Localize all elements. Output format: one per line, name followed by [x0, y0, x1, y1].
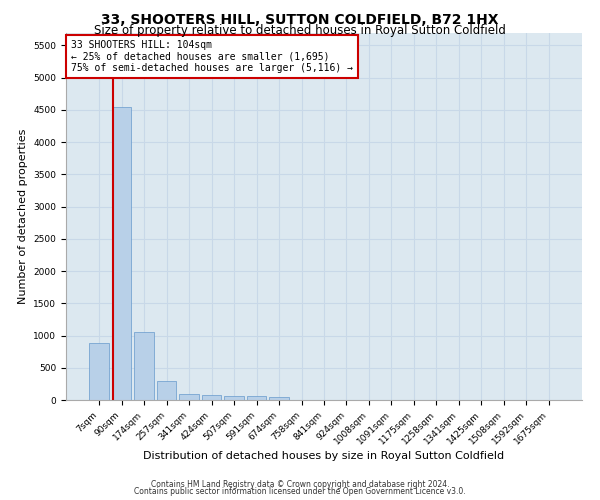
Text: 33, SHOOTERS HILL, SUTTON COLDFIELD, B72 1HX: 33, SHOOTERS HILL, SUTTON COLDFIELD, B72…	[101, 12, 499, 26]
Text: Size of property relative to detached houses in Royal Sutton Coldfield: Size of property relative to detached ho…	[94, 24, 506, 37]
Text: Contains HM Land Registry data © Crown copyright and database right 2024.: Contains HM Land Registry data © Crown c…	[151, 480, 449, 489]
Text: Contains public sector information licensed under the Open Government Licence v3: Contains public sector information licen…	[134, 487, 466, 496]
Bar	[269, 397, 289, 400]
Y-axis label: Number of detached properties: Number of detached properties	[18, 128, 28, 304]
Bar	[224, 396, 244, 400]
Bar	[179, 394, 199, 400]
Bar	[157, 380, 176, 400]
X-axis label: Distribution of detached houses by size in Royal Sutton Coldfield: Distribution of detached houses by size …	[143, 452, 505, 462]
Bar	[134, 332, 154, 400]
Bar	[202, 396, 221, 400]
Bar	[247, 396, 266, 400]
Bar	[112, 106, 131, 400]
Text: 33 SHOOTERS HILL: 104sqm
← 25% of detached houses are smaller (1,695)
75% of sem: 33 SHOOTERS HILL: 104sqm ← 25% of detach…	[71, 40, 353, 73]
Bar	[89, 344, 109, 400]
